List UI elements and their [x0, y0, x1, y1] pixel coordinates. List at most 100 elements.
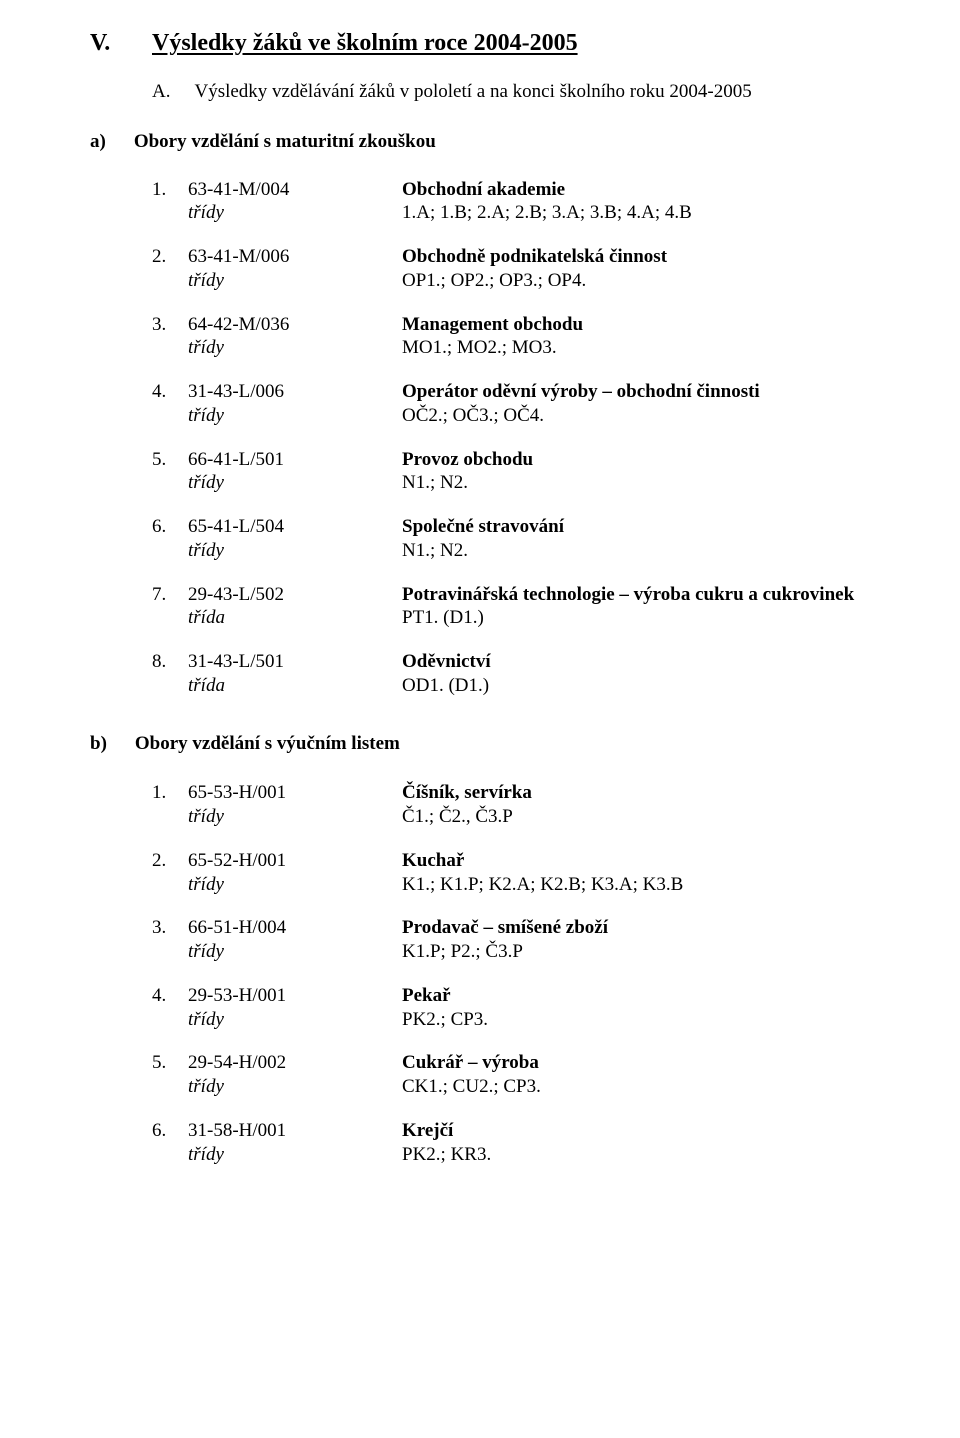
item-line-tridy: třídyOČ2.; OČ3.; OČ4.: [152, 404, 890, 428]
item-line-main: 1.63-41-M/004Obchodní akademie: [152, 178, 890, 202]
item-line-main: 5.66-41-L/501Provoz obchodu: [152, 448, 890, 472]
item-line-main: 6.65-41-L/504Společné stravování: [152, 515, 890, 539]
item-number: 1.: [152, 178, 188, 202]
item-name: Potravinářská technologie – výroba cukru…: [402, 583, 854, 607]
tridy-label: třídy: [188, 404, 402, 428]
item-number: 4.: [152, 380, 188, 404]
item-number: 8.: [152, 650, 188, 674]
item-line-main: 4.29-53-H/001Pekař: [152, 984, 890, 1008]
item-name: Operátor oděvní výroby – obchodní činnos…: [402, 380, 760, 404]
item-number: 5.: [152, 448, 188, 472]
tridy-value: PT1. (D1.): [402, 606, 484, 630]
item-code: 65-52-H/001: [188, 849, 402, 873]
item-code: 66-41-L/501: [188, 448, 402, 472]
item-line-tridy: třídyN1.; N2.: [152, 471, 890, 495]
tridy-label: třídy: [188, 471, 402, 495]
item-line-main: 7.29-43-L/502Potravinářská technologie –…: [152, 583, 890, 607]
item-code: 29-43-L/502: [188, 583, 402, 607]
item-line-tridy: třídaPT1. (D1.): [152, 606, 890, 630]
item-code: 63-41-M/004: [188, 178, 402, 202]
item-name: Společné stravování: [402, 515, 564, 539]
item-line-tridy: třídyK1.P; P2.; Č3.P: [152, 940, 890, 964]
section-b-list: 1.65-53-H/001Číšník, servírkatřídyČ1.; Č…: [152, 781, 890, 1166]
item-name: Management obchodu: [402, 313, 583, 337]
list-item: 4.29-53-H/001PekařtřídyPK2.; CP3.: [152, 984, 890, 1032]
tridy-label: třídy: [188, 269, 402, 293]
list-item: 3.66-51-H/004Prodavač – smíšené zbožítří…: [152, 916, 890, 964]
list-item: 4.31-43-L/006Operátor oděvní výroby – ob…: [152, 380, 890, 428]
section-a-letter: a): [90, 130, 106, 154]
heading-roman: V.: [90, 28, 124, 58]
item-line-main: 2.65-52-H/001Kuchař: [152, 849, 890, 873]
item-name: Provoz obchodu: [402, 448, 533, 472]
list-item: 5.29-54-H/002Cukrář – výrobatřídyCK1.; C…: [152, 1051, 890, 1099]
item-number: 3.: [152, 313, 188, 337]
item-name: Obchodně podnikatelská činnost: [402, 245, 667, 269]
item-name: Oděvnictví: [402, 650, 491, 674]
tridy-value: N1.; N2.: [402, 539, 468, 563]
tridy-label: třídy: [188, 873, 402, 897]
list-item: 6.65-41-L/504Společné stravovánítřídyN1.…: [152, 515, 890, 563]
tridy-value: MO1.; MO2.; MO3.: [402, 336, 557, 360]
item-line-main: 5.29-54-H/002Cukrář – výroba: [152, 1051, 890, 1075]
item-code: 31-43-L/501: [188, 650, 402, 674]
section-b-text: Obory vzdělání s výučním listem: [135, 732, 400, 756]
item-line-main: 3.64-42-M/036Management obchodu: [152, 313, 890, 337]
item-code: 31-43-L/006: [188, 380, 402, 404]
tridy-value: OP1.; OP2.; OP3.; OP4.: [402, 269, 586, 293]
list-item: 8.31-43-L/501OděvnictvítřídaOD1. (D1.): [152, 650, 890, 698]
item-name: Kuchař: [402, 849, 464, 873]
intro-letter: A.: [152, 80, 170, 104]
item-code: 29-53-H/001: [188, 984, 402, 1008]
section-a-text: Obory vzdělání s maturitní zkouškou: [134, 130, 436, 154]
list-item: 5.66-41-L/501Provoz obchodutřídyN1.; N2.: [152, 448, 890, 496]
item-number: 6.: [152, 1119, 188, 1143]
section-a-list: 1.63-41-M/004Obchodní akademietřídy1.A; …: [152, 178, 890, 698]
tridy-label: třídy: [188, 201, 402, 225]
list-item: 3.64-42-M/036Management obchodutřídyMO1.…: [152, 313, 890, 361]
list-item: 2.63-41-M/006Obchodně podnikatelská činn…: [152, 245, 890, 293]
tridy-label: třídy: [188, 805, 402, 829]
item-number: 6.: [152, 515, 188, 539]
item-code: 63-41-M/006: [188, 245, 402, 269]
tridy-label: třídy: [188, 940, 402, 964]
item-number: 3.: [152, 916, 188, 940]
item-number: 2.: [152, 245, 188, 269]
item-line-tridy: třídyPK2.; CP3.: [152, 1008, 890, 1032]
tridy-label: třída: [188, 606, 402, 630]
section-b-letter: b): [90, 732, 107, 756]
heading-title: Výsledky žáků ve školním roce 2004-2005: [152, 28, 578, 58]
tridy-label: třídy: [188, 539, 402, 563]
tridy-value: OČ2.; OČ3.; OČ4.: [402, 404, 544, 428]
tridy-label: třídy: [188, 336, 402, 360]
intro-text: Výsledky vzdělávání žáků v pololetí a na…: [194, 80, 751, 104]
item-name: Prodavač – smíšené zboží: [402, 916, 608, 940]
item-line-tridy: třídaOD1. (D1.): [152, 674, 890, 698]
item-name: Obchodní akademie: [402, 178, 565, 202]
item-code: 29-54-H/002: [188, 1051, 402, 1075]
tridy-label: třídy: [188, 1008, 402, 1032]
item-line-tridy: třídy1.A; 1.B; 2.A; 2.B; 3.A; 3.B; 4.A; …: [152, 201, 890, 225]
item-line-tridy: třídyPK2.; KR3.: [152, 1143, 890, 1167]
item-number: 4.: [152, 984, 188, 1008]
tridy-label: třídy: [188, 1143, 402, 1167]
tridy-label: třída: [188, 674, 402, 698]
tridy-value: K1.P; P2.; Č3.P: [402, 940, 523, 964]
tridy-value: K1.; K1.P; K2.A; K2.B; K3.A; K3.B: [402, 873, 683, 897]
item-number: 1.: [152, 781, 188, 805]
item-code: 66-51-H/004: [188, 916, 402, 940]
item-name: Číšník, servírka: [402, 781, 532, 805]
tridy-value: PK2.; KR3.: [402, 1143, 491, 1167]
section-b-header: b) Obory vzdělání s výučním listem: [90, 732, 890, 756]
list-item: 2.65-52-H/001KuchařtřídyK1.; K1.P; K2.A;…: [152, 849, 890, 897]
tridy-label: třídy: [188, 1075, 402, 1099]
item-name: Cukrář – výroba: [402, 1051, 539, 1075]
list-item: 1.65-53-H/001Číšník, servírkatřídyČ1.; Č…: [152, 781, 890, 829]
item-line-tridy: třídyCK1.; CU2.; CP3.: [152, 1075, 890, 1099]
list-item: 6.31-58-H/001KrejčítřídyPK2.; KR3.: [152, 1119, 890, 1167]
intro-block: A. Výsledky vzdělávání žáků v pololetí a…: [152, 80, 890, 104]
tridy-value: 1.A; 1.B; 2.A; 2.B; 3.A; 3.B; 4.A; 4.B: [402, 201, 692, 225]
item-code: 64-42-M/036: [188, 313, 402, 337]
item-line-tridy: třídyOP1.; OP2.; OP3.; OP4.: [152, 269, 890, 293]
list-item: 7.29-43-L/502Potravinářská technologie –…: [152, 583, 890, 631]
